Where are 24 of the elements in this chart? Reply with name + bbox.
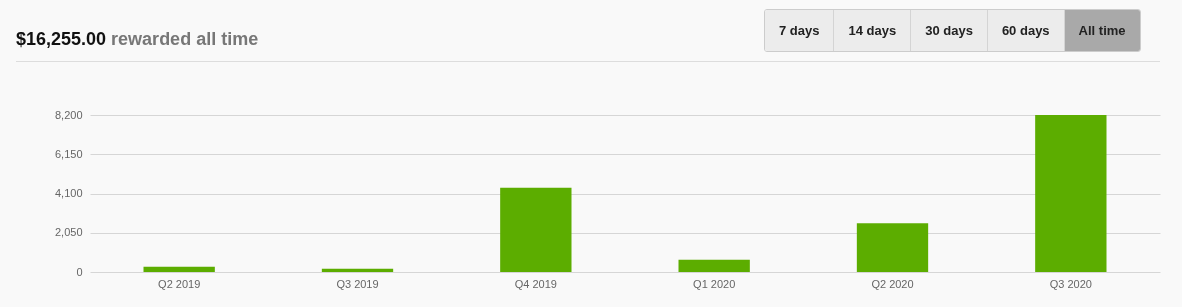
- bar: [500, 187, 572, 272]
- x-tick-label: Q2 2020: [871, 277, 914, 290]
- y-tick-label: 6,150: [54, 147, 83, 160]
- bar: [143, 266, 215, 272]
- text: 14 days: [834, 10, 912, 51]
- text: All time: [1064, 10, 1140, 51]
- x-tick-label: Q3 2019: [336, 277, 379, 290]
- y-tick-label: 2,050: [54, 226, 83, 239]
- y-tick-label: 0: [76, 265, 83, 278]
- x-tick-label: Q3 2020: [1049, 277, 1092, 290]
- bar: [856, 223, 929, 272]
- x-tick-label: Q4 2019: [514, 277, 557, 290]
- bar: [678, 259, 750, 272]
- bar: [1035, 115, 1107, 272]
- bar: [321, 268, 394, 272]
- y-tick-label: 4,100: [54, 187, 83, 199]
- y-tick-label: 8,200: [54, 108, 83, 121]
- chart-subtitle: rewarded all time: [111, 29, 259, 49]
- x-tick-label: Q2 2019: [158, 277, 201, 290]
- text: 7 days: [765, 10, 835, 51]
- text: 60 days: [987, 10, 1065, 51]
- x-tick-label: Q1 2020: [693, 277, 736, 290]
- chart-title: $16,255.00: [16, 29, 107, 49]
- text: 30 days: [911, 10, 988, 51]
